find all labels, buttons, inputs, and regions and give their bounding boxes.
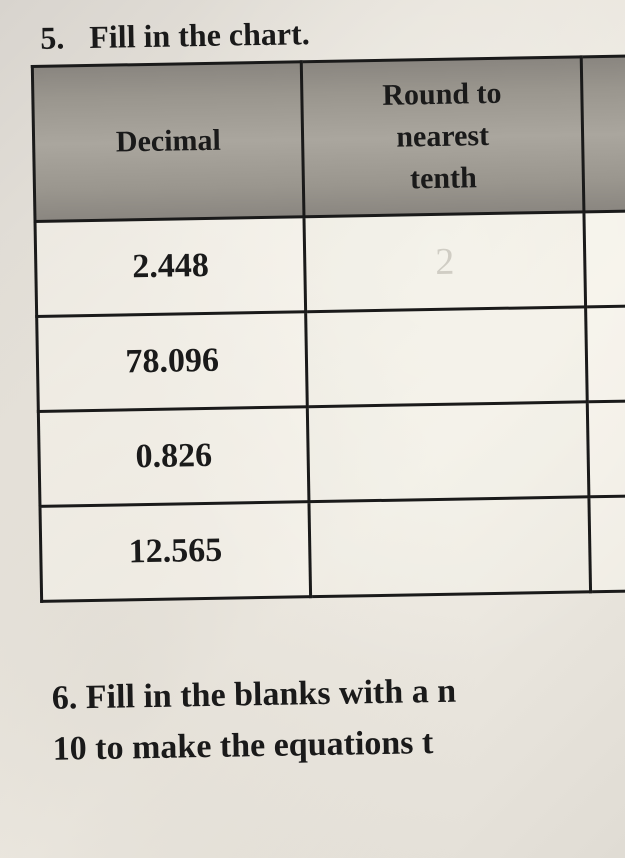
col3-cutoff-cell [584, 211, 625, 307]
rounded-cell[interactable] [306, 307, 587, 407]
table-row: 78.096 [37, 306, 625, 412]
col3-cutoff-cell [589, 496, 625, 592]
rounded-cell[interactable] [308, 402, 589, 502]
question-number: 5. [40, 19, 65, 56]
decimal-cell: 2.448 [35, 217, 306, 317]
question-6-line2: 10 to make the equations t [52, 714, 625, 775]
question-6-partial: 6. Fill in the blanks with a n 10 to mak… [41, 663, 625, 775]
question-prompt: Fill in the chart. [89, 15, 310, 56]
rounded-cell[interactable]: 2 [304, 212, 585, 312]
col3-cutoff-cell [587, 401, 625, 497]
header-decimal: Decimal [32, 62, 304, 222]
table-header-row: Decimal Round to nearest tenth [32, 56, 625, 222]
table-row: 12.565 [40, 496, 625, 602]
decimal-cell: 0.826 [38, 407, 309, 507]
header-round-line3: tenth [410, 161, 477, 195]
header-round-line1: Round to [382, 77, 502, 112]
col3-cutoff-cell [585, 306, 625, 402]
faint-answer: 2 [435, 241, 455, 283]
header-col3-cutoff [581, 56, 625, 212]
table-row: 2.448 2 [35, 211, 625, 317]
decimal-cell: 12.565 [40, 502, 311, 602]
header-round-line2: nearest [396, 119, 489, 154]
rounding-table: Decimal Round to nearest tenth 2.448 2 7… [31, 54, 625, 603]
table-row: 0.826 [38, 401, 625, 507]
rounded-cell[interactable] [309, 497, 590, 597]
question-5-header: 5. Fill in the chart. [30, 10, 625, 57]
decimal-cell: 78.096 [37, 312, 308, 412]
header-decimal-label: Decimal [116, 124, 222, 159]
header-round: Round to nearest tenth [302, 57, 584, 217]
